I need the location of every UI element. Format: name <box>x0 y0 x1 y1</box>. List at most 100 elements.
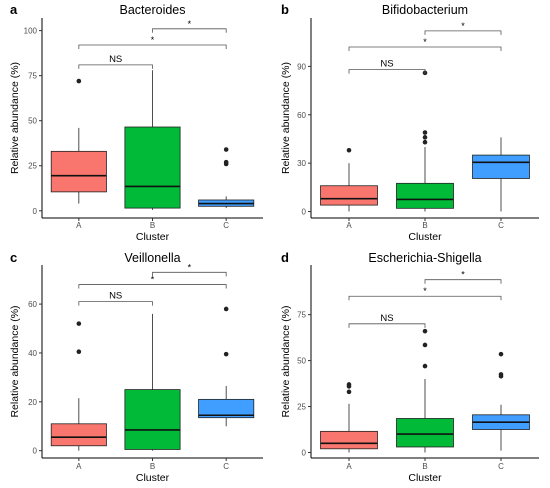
comparison-bracket <box>152 271 227 277</box>
box-A <box>50 78 107 204</box>
box-body <box>396 182 454 209</box>
x-tick-label: C <box>498 221 504 230</box>
outlier-point <box>422 130 428 135</box>
y-tick-label: 25 <box>297 403 306 412</box>
comparison-label: * <box>151 275 155 285</box>
chart-title: Bifidobacterium <box>382 3 468 17</box>
outlier-point <box>223 306 229 312</box>
y-axis-label: Relative abundance (%) <box>9 305 21 417</box>
y-tick-label: 50 <box>297 357 306 366</box>
comparison-label: * <box>188 262 192 272</box>
x-tick-label: B <box>150 462 155 471</box>
outlier-point <box>422 363 428 369</box>
comparison-bracket <box>78 301 153 306</box>
chart-title: Bacteroides <box>119 3 185 17</box>
comparison-bracket <box>424 279 502 284</box>
outlier-point <box>223 159 229 165</box>
y-tick-label: 0 <box>33 447 38 456</box>
outlier-point <box>76 349 82 355</box>
box-body <box>124 389 181 450</box>
x-tick-label: C <box>223 221 229 230</box>
comparison-label: * <box>461 21 465 31</box>
comparison-bracket <box>78 284 227 289</box>
x-tick-label: C <box>223 462 229 471</box>
y-tick-label: 30 <box>297 159 306 168</box>
panel-a: a Bacteroides 0 25 50 75 100 A B C Cluster Relative… <box>9 2 263 243</box>
box-A <box>320 382 378 453</box>
outlier-point <box>422 135 428 140</box>
comparison-bracket <box>78 44 227 50</box>
y-tick-label: 0 <box>302 448 307 457</box>
x-tick-label: B <box>150 221 155 230</box>
comparison-A-B: NS <box>78 291 153 306</box>
box-B <box>396 70 454 212</box>
box-body <box>320 430 378 450</box>
x-tick-label: C <box>498 462 504 471</box>
comparison-B-C: * <box>152 262 227 277</box>
y-tick-label: 20 <box>28 398 37 407</box>
panel-label: a <box>10 2 18 17</box>
box-body <box>320 185 378 206</box>
outlier-point <box>346 147 352 153</box>
box-B <box>124 70 181 210</box>
comparison-A-B: NS <box>348 59 426 74</box>
outlier-point <box>76 321 82 326</box>
chart-title: Escherichia-Shigella <box>368 251 481 265</box>
y-tick-label: 60 <box>297 111 306 120</box>
comparison-label: * <box>423 286 427 296</box>
y-axis-label: Relative abundance (%) <box>280 62 292 174</box>
outlier-point <box>223 147 229 152</box>
box-body <box>50 150 107 193</box>
comparison-label: NS <box>380 59 393 70</box>
x-tick-label: A <box>346 221 352 230</box>
box-body <box>472 154 530 179</box>
comparison-bracket <box>348 69 426 74</box>
comparison-B-C: * <box>424 270 502 284</box>
panel-label: c <box>10 250 17 265</box>
box-B <box>124 313 181 451</box>
x-tick-label: A <box>76 221 82 230</box>
x-axis-label: Cluster <box>136 231 170 243</box>
comparison-label: * <box>188 19 192 29</box>
box-C <box>472 351 530 451</box>
x-tick-label: B <box>422 221 427 230</box>
comparison-A-B: NS <box>78 54 153 69</box>
panel-b: b Bifidobacterium 0 30 60 90 A B C Cluster Relativ… <box>280 2 539 243</box>
y-tick-label: 75 <box>297 311 306 320</box>
comparison-A-C: * <box>78 275 227 289</box>
comparison-label: * <box>461 270 465 280</box>
comparison-B-C: * <box>152 19 227 33</box>
comparison-A-C: * <box>78 35 227 50</box>
comparison-A-C: * <box>348 286 502 301</box>
comparison-bracket <box>348 323 426 328</box>
comparison-bracket <box>348 295 502 301</box>
outlier-point <box>422 139 428 145</box>
outlier-point <box>498 351 504 357</box>
panel-label: b <box>281 2 289 17</box>
comparison-label: NS <box>109 54 122 65</box>
x-axis-label: Cluster <box>136 472 170 484</box>
outlier-point <box>76 78 82 84</box>
box-body <box>198 398 255 419</box>
comparison-bracket <box>348 46 502 52</box>
box-A <box>320 147 378 212</box>
outlier-point <box>223 351 229 357</box>
outlier-point <box>422 342 428 348</box>
outlier-point <box>346 389 352 395</box>
y-axis-label: Relative abundance (%) <box>280 305 292 417</box>
box-A <box>50 321 107 451</box>
comparison-label: * <box>151 35 155 45</box>
y-axis-label: Relative abundance (%) <box>9 62 21 174</box>
y-tick-label: 50 <box>28 117 37 126</box>
y-tick-label: 100 <box>24 27 38 36</box>
panel-d: d Escherichia-Shigella 0 25 50 75 A B C Cluster Re… <box>280 250 539 484</box>
chart-title: Veillonella <box>124 251 180 265</box>
comparison-A-C: * <box>348 37 502 52</box>
comparison-bracket <box>152 28 227 33</box>
comparison-label: NS <box>380 313 393 324</box>
y-tick-label: 0 <box>33 207 38 216</box>
panel-c: c Veillonella 0 20 40 60 A B C Cluster Relative ab… <box>9 250 263 484</box>
outlier-point <box>422 328 428 334</box>
comparison-A-B: NS <box>348 313 426 328</box>
outlier-point <box>498 372 504 377</box>
